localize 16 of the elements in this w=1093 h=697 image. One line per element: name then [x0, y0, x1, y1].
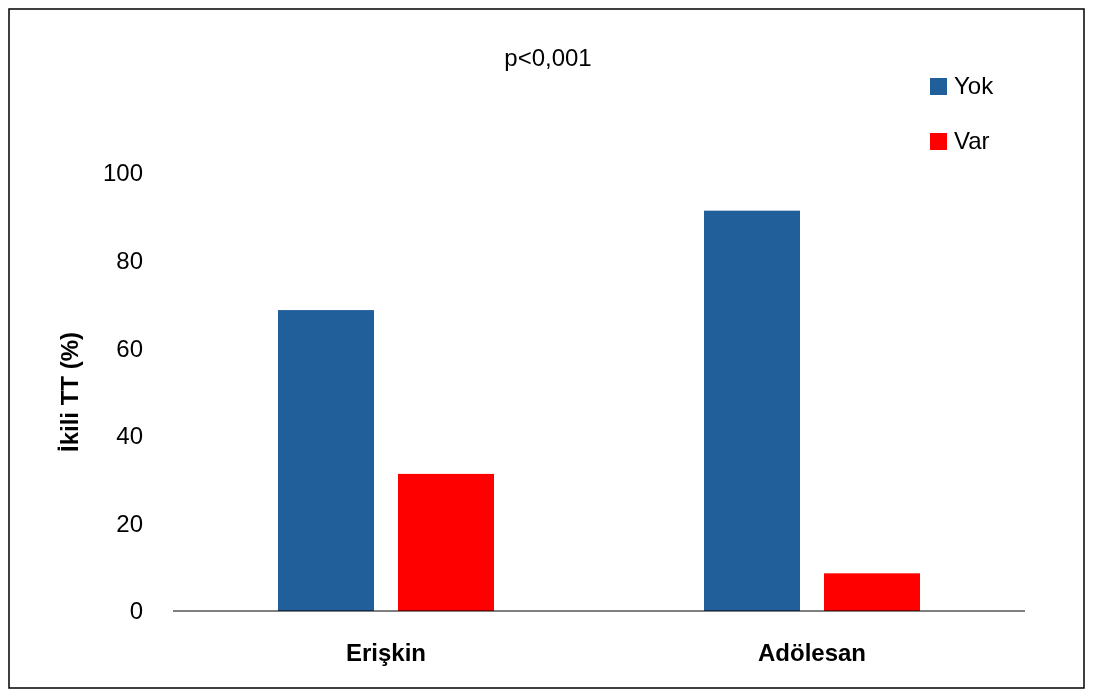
y-tick-label: 20 [116, 509, 143, 537]
y-tick-label: 60 [116, 334, 143, 362]
y-tick-label: 100 [102, 159, 143, 187]
bar [398, 473, 494, 611]
bar [824, 573, 920, 611]
y-tick-label: 0 [129, 597, 143, 625]
chart-title: p<0,001 [504, 44, 592, 71]
bar [704, 210, 800, 611]
bar [278, 310, 374, 611]
y-tick-label: 40 [116, 422, 143, 450]
legend-label: Yok [954, 72, 995, 100]
y-tick-label: 80 [116, 247, 143, 274]
x-tick-label: Erişkin [345, 639, 427, 666]
legend-label: Var [954, 127, 990, 155]
y-axis-title: İkili TT (%) [56, 332, 83, 452]
x-tick-label: Adölesan [757, 639, 867, 666]
